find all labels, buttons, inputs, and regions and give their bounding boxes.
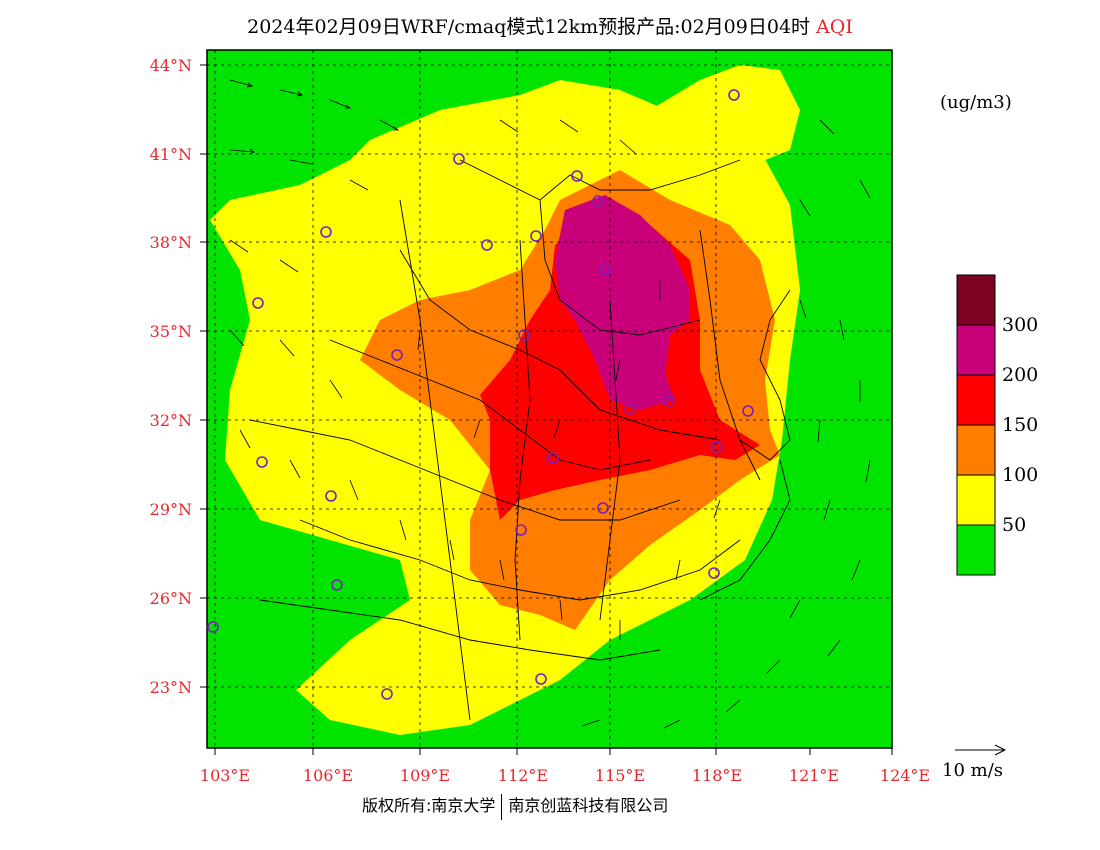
longitude-labels: 103°E 106°E 109°E 112°E 115°E 118°E 121°…	[200, 766, 930, 785]
city-marker	[453, 153, 465, 165]
colorbar-0-50	[956, 524, 996, 576]
wind-vectors	[229, 79, 871, 729]
city-marker	[711, 441, 723, 453]
lat-label: 23°N	[150, 678, 192, 697]
lon-label: 124°E	[880, 766, 930, 785]
city-marker	[325, 490, 337, 502]
city-marker	[535, 673, 547, 685]
city-marker	[663, 395, 675, 407]
city-marker	[728, 89, 740, 101]
legend-label-200: 200	[1002, 364, 1039, 386]
lat-label: 35°N	[150, 322, 192, 341]
copyright-left: 版权所有:南京大学	[362, 796, 496, 815]
map-title: 2024年02月09日WRF/cmaq模式12km预报产品:02月09日04时 A…	[0, 12, 1100, 39]
colorbar-200-300	[956, 324, 996, 376]
colorbar-300-plus	[956, 274, 996, 326]
city-marker	[592, 195, 604, 207]
latitude-labels: 44°N 41°N 38°N 35°N 32°N 29°N 26°N 23°N	[150, 56, 192, 697]
colorbar-50-100	[956, 474, 996, 526]
map-frame	[206, 49, 893, 749]
city-marker	[547, 452, 559, 464]
city-marker	[518, 329, 530, 341]
city-marker	[207, 621, 219, 633]
province-boundaries	[249, 159, 791, 721]
city-marker	[571, 170, 583, 182]
lat-label: 29°N	[150, 500, 192, 519]
city-marker	[624, 403, 636, 415]
city-marker	[515, 524, 527, 536]
legend-label-50: 50	[1002, 514, 1027, 536]
city-markers	[207, 89, 754, 700]
title-main: 2024年02月09日WRF/cmaq模式12km预报产品:02月09日04时	[247, 16, 811, 38]
city-marker	[391, 349, 403, 361]
copyright: 版权所有:南京大学 南京创蓝科技有限公司	[362, 792, 668, 820]
lat-label: 44°N	[150, 56, 192, 75]
city-marker	[708, 567, 720, 579]
title-variable: AQI	[816, 16, 853, 38]
aqi-colorbar	[956, 274, 996, 576]
lon-label: 103°E	[200, 766, 250, 785]
lon-label: 112°E	[498, 766, 548, 785]
aqi-zone-moderate-north	[650, 65, 800, 170]
legend-label-300: 300	[1002, 314, 1039, 336]
lon-label: 106°E	[303, 766, 353, 785]
wind-reference-arrow	[955, 744, 1007, 756]
lon-label: 109°E	[400, 766, 450, 785]
lat-label: 38°N	[150, 233, 192, 252]
copyright-right: 南京创蓝科技有限公司	[508, 796, 669, 815]
city-marker	[252, 297, 264, 309]
city-marker	[597, 502, 609, 514]
legend-unit: (ug/m3)	[940, 92, 1012, 113]
lat-label: 32°N	[150, 411, 192, 430]
axis-ticks	[200, 64, 893, 755]
lon-label: 121°E	[789, 766, 839, 785]
city-marker	[599, 264, 611, 276]
wind-reference-label: 10 m/s	[942, 760, 1003, 781]
aqi-field	[207, 50, 892, 748]
legend-label-150: 150	[1002, 414, 1039, 436]
colorbar-100-150	[956, 424, 996, 476]
city-marker	[331, 579, 343, 591]
city-marker	[256, 456, 268, 468]
lon-label: 115°E	[595, 766, 645, 785]
city-marker	[530, 230, 542, 242]
copyright-divider	[501, 793, 503, 820]
lat-label: 26°N	[150, 589, 192, 608]
legend-label-100: 100	[1002, 464, 1039, 486]
city-marker	[320, 226, 332, 238]
city-marker	[742, 405, 754, 417]
colorbar-150-200	[956, 374, 996, 426]
lon-label: 118°E	[692, 766, 742, 785]
lat-label: 41°N	[150, 145, 192, 164]
city-marker	[481, 239, 493, 251]
aqi-zone-very-unhealthy	[555, 195, 690, 410]
city-marker	[381, 688, 393, 700]
